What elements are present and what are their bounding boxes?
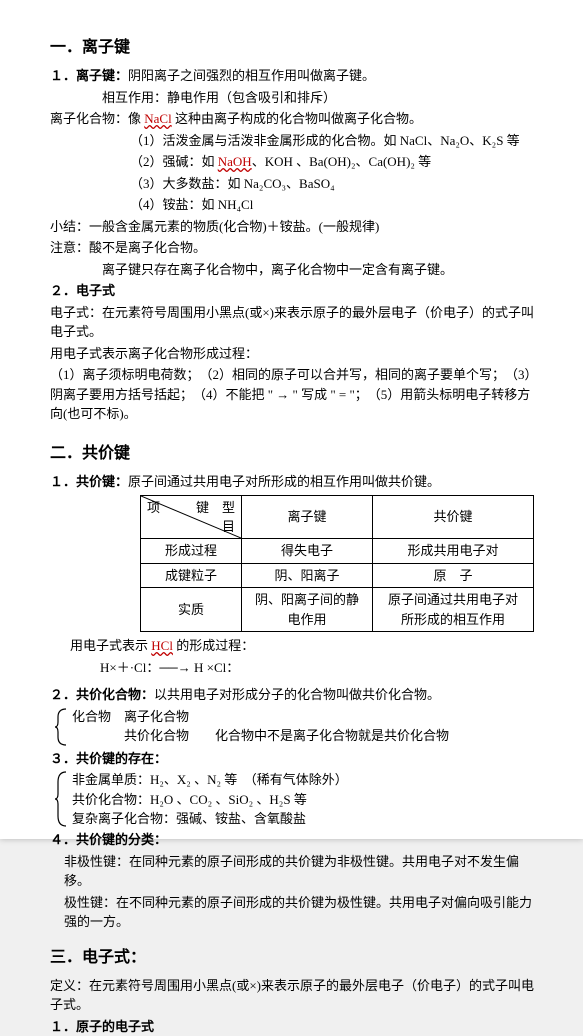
s1-p3b: 这种由离子构成的化合物叫做离子化合物。 (172, 111, 422, 126)
s1-p1: １．离子键：阴阳离子之间强烈的相互作用叫做离子键。 (50, 66, 543, 86)
s2-p3: ３．共价键的存在： (50, 749, 543, 769)
brace-icon (54, 707, 68, 747)
compound-brace: 化合物 离子化合物 共价化合物 化合物中不是离子化合物就是共价化合物 (50, 707, 543, 747)
s1-li2a: （2）强碱：如 (130, 154, 218, 169)
r1c2: 形成共用电子对 (373, 539, 534, 564)
r3c1: 阴、阳离子间的静电作用 (242, 588, 373, 632)
exist3: 复杂离子化合物：强碱、铵盐、含氧酸盐 (72, 809, 543, 829)
table-diag-cell: 项 键 型 目 (141, 496, 241, 538)
diag-br: 目 (222, 517, 235, 537)
s3-p1-text: １．原子的电子式 (50, 1019, 154, 1034)
exist1: 非金属单质：H₂、X₂ 、N₂ 等 （稀有气体除外） (72, 770, 543, 790)
exist-brace: 非金属单质：H₂、X₂ 、N₂ 等 （稀有气体除外） 共价化合物：H₂O 、CO… (50, 770, 543, 828)
r3c0: 实质 (141, 588, 242, 632)
s2-hcl: 用电子式表示 HCl 的形成过程： (50, 636, 543, 656)
s2-hcl-formula: H×＋·Cl：──→ H ×Cl： (50, 658, 543, 678)
s1-p1-body: 阴阳离子之间强烈的相互作用叫做离子键。 (128, 68, 375, 83)
s1-p3: 离子化合物：像 NaCl 这种由离子构成的化合物叫做离子化合物。 (50, 109, 543, 129)
s1-sub2-p2: 用电子式表示离子化合物形成过程： (50, 344, 543, 364)
s1-li3: （3）大多数盐：如 Na₂CO₃、BaSO₄ (50, 174, 543, 194)
section1-title: 一．离子键 (50, 36, 543, 60)
s1-sub2-rule: （1）离子须标明电荷数； （2）相同的原子可以合并写，相同的离子要单个写； （3… (50, 365, 543, 424)
s1-sub2-p1: 电子式：在元素符号周围用小黑点(或×)来表示原子的最外层电子（价电子）的式子叫电… (50, 303, 543, 342)
th-ionic: 离子键 (242, 496, 373, 539)
r2c0: 成键粒子 (141, 563, 242, 588)
r3c2: 原子间通过共用电子对所形成的相互作用 (373, 588, 534, 632)
th-covalent: 共价键 (373, 496, 534, 539)
s1-li2b: 、KOH 、Ba(OH)₂、Ca(OH)₂ 等 (252, 154, 431, 169)
s3-p1: １．原子的电子式 (50, 1017, 543, 1036)
section3-title: 三．电子式： (50, 946, 543, 970)
s2-cls2: 极性键：在不同种元素的原子间形成的共价键为极性键。共用电子对偏向吸引能力强的一方… (50, 893, 543, 932)
s1-p2: 相互作用：静电作用（包含吸引和排斥） (50, 88, 543, 108)
s1-li4: （4）铵盐：如 NH₄Cl (50, 195, 543, 215)
s2-p1-label: １．共价键： (50, 474, 128, 489)
s1-boxline: 离子键只存在离子化合物中，离子化合物中一定含有离子键。 (50, 260, 543, 280)
diag-tr: 键 型 (196, 498, 235, 518)
diag-tl: 项 (147, 498, 160, 518)
document-page: 一．离子键 １．离子键：阴阳离子之间强烈的相互作用叫做离子键。 相互作用：静电作… (0, 0, 583, 839)
s2-hcl-red: HCl (151, 638, 173, 653)
s2-p4-label: ４．共价键的分类： (50, 832, 167, 847)
s2-hcl-a: 用电子式表示 (70, 638, 151, 653)
s1-p1-label: １．离子键： (50, 68, 128, 83)
s1-sub2-title: ２．电子式 (50, 281, 543, 301)
s1-summary: 小结：一般含金属元素的物质(化合物)＋铵盐。(一般规律) (50, 217, 543, 237)
s2-hcl-b: 的形成过程： (173, 638, 254, 653)
s1-li2: （2）强碱：如 NaOH、KOH 、Ba(OH)₂、Ca(OH)₂ 等 (50, 152, 543, 172)
s2-p4: ４．共价键的分类： (50, 830, 543, 850)
s2-p1: １．共价键：原子间通过共用电子对所形成的相互作用叫做共价键。 (50, 472, 543, 492)
s1-p3-red: NaCl (144, 111, 171, 126)
r2c2: 原 子 (373, 563, 534, 588)
s2-p2-body: 以共用电子对形成分子的化合物叫做共价化合物。 (154, 687, 440, 702)
r1c0: 形成过程 (141, 539, 242, 564)
exist2: 共价化合物：H₂O 、CO₂ 、SiO₂ 、H₂S 等 (72, 790, 543, 810)
comp1: 化合物 离子化合物 (72, 707, 543, 727)
r1c1: 得失电子 (242, 539, 373, 564)
brace-icon (54, 770, 68, 828)
s2-p3-label: ３．共价键的存在： (50, 751, 167, 766)
s2-p1-body: 原子间通过共用电子对所形成的相互作用叫做共价键。 (128, 474, 440, 489)
s2-p2-label: ２．共价化合物： (50, 687, 154, 702)
s2-p2: ２．共价化合物：以共用电子对形成分子的化合物叫做共价化合物。 (50, 685, 543, 705)
s1-li1: （1）活泼金属与活泼非金属形成的化合物。如 NaCl、Na₂O、K₂S 等 (50, 131, 543, 151)
section2-title: 二．共价键 (50, 442, 543, 466)
s2-cls1: 非极性键：在同种元素的原子间形成的共价键为非极性键。共用电子对不发生偏移。 (50, 852, 543, 891)
s1-p3a: 离子化合物：像 (50, 111, 144, 126)
comp2: 共价化合物 化合物中不是离子化合物就是共价化合物 (72, 726, 543, 746)
r2c1: 阴、阳离子 (242, 563, 373, 588)
s3-def: 定义：在元素符号周围用小黑点(或×)来表示原子的最外层电子（价电子）的式子叫电子… (50, 976, 543, 1015)
s1-note: 注意：酸不是离子化合物。 (50, 238, 543, 258)
bond-table: 项 键 型 目 离子键 共价键 形成过程 得失电子 形成共用电子对 成键粒子 阴… (140, 495, 534, 632)
s1-sub2-title-text: ２．电子式 (50, 283, 115, 298)
s1-li2-red: NaOH (218, 154, 252, 169)
